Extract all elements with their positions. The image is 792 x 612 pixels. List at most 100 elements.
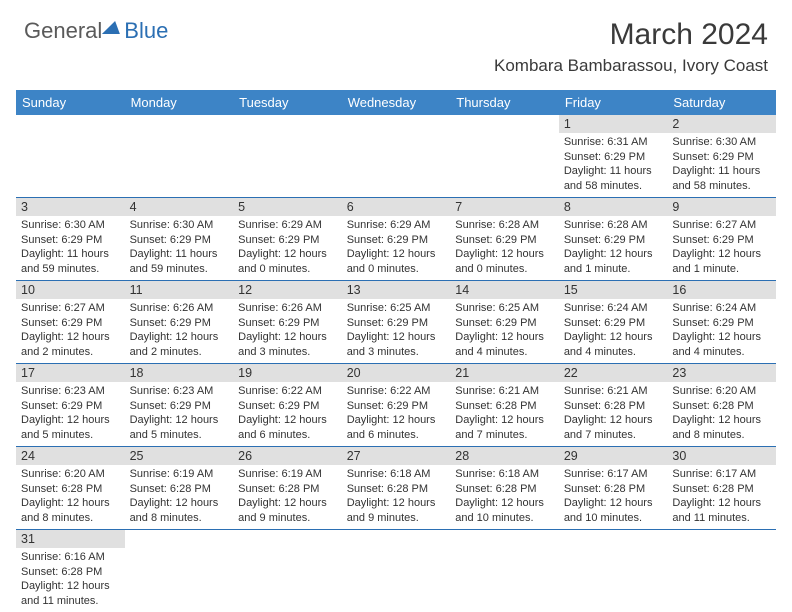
calendar-cell <box>450 530 559 612</box>
sunrise-text: Sunrise: 6:19 AM <box>130 467 229 482</box>
day-data: Sunrise: 6:30 AMSunset: 6:29 PMDaylight:… <box>125 216 234 280</box>
sunset-text: Sunset: 6:29 PM <box>130 233 229 248</box>
day-header: Friday <box>559 90 668 115</box>
sunset-text: Sunset: 6:29 PM <box>564 150 663 165</box>
day-data: Sunrise: 6:16 AMSunset: 6:28 PMDaylight:… <box>16 548 125 612</box>
day-number: 9 <box>667 198 776 216</box>
day-number: 27 <box>342 447 451 465</box>
day-number: 25 <box>125 447 234 465</box>
calendar-cell: 28Sunrise: 6:18 AMSunset: 6:28 PMDayligh… <box>450 447 559 530</box>
daylight-text: Daylight: 12 hours and 2 minutes. <box>21 330 120 359</box>
day-data: Sunrise: 6:23 AMSunset: 6:29 PMDaylight:… <box>125 382 234 446</box>
sunset-text: Sunset: 6:29 PM <box>130 399 229 414</box>
calendar-cell <box>125 115 234 198</box>
sunrise-text: Sunrise: 6:23 AM <box>21 384 120 399</box>
header: General Blue March 2024 Kombara Bambaras… <box>0 0 792 82</box>
day-data: Sunrise: 6:17 AMSunset: 6:28 PMDaylight:… <box>667 465 776 529</box>
calendar-cell: 19Sunrise: 6:22 AMSunset: 6:29 PMDayligh… <box>233 364 342 447</box>
calendar-table: SundayMondayTuesdayWednesdayThursdayFrid… <box>16 90 776 612</box>
logo-text-general: General <box>24 18 102 44</box>
daylight-text: Daylight: 12 hours and 1 minute. <box>672 247 771 276</box>
sunset-text: Sunset: 6:29 PM <box>21 399 120 414</box>
day-number: 18 <box>125 364 234 382</box>
daylight-text: Daylight: 12 hours and 9 minutes. <box>347 496 446 525</box>
daylight-text: Daylight: 12 hours and 5 minutes. <box>130 413 229 442</box>
sunrise-text: Sunrise: 6:27 AM <box>21 301 120 316</box>
sunrise-text: Sunrise: 6:27 AM <box>672 218 771 233</box>
calendar-cell: 3Sunrise: 6:30 AMSunset: 6:29 PMDaylight… <box>16 198 125 281</box>
calendar-cell <box>450 115 559 198</box>
day-data: Sunrise: 6:26 AMSunset: 6:29 PMDaylight:… <box>125 299 234 363</box>
sunset-text: Sunset: 6:29 PM <box>455 233 554 248</box>
sunset-text: Sunset: 6:28 PM <box>455 399 554 414</box>
calendar-cell: 11Sunrise: 6:26 AMSunset: 6:29 PMDayligh… <box>125 281 234 364</box>
day-header: Sunday <box>16 90 125 115</box>
day-data: Sunrise: 6:19 AMSunset: 6:28 PMDaylight:… <box>233 465 342 529</box>
sunrise-text: Sunrise: 6:16 AM <box>21 550 120 565</box>
day-header: Wednesday <box>342 90 451 115</box>
day-data: Sunrise: 6:28 AMSunset: 6:29 PMDaylight:… <box>559 216 668 280</box>
day-data: Sunrise: 6:27 AMSunset: 6:29 PMDaylight:… <box>16 299 125 363</box>
sunrise-text: Sunrise: 6:26 AM <box>238 301 337 316</box>
sunset-text: Sunset: 6:29 PM <box>238 233 337 248</box>
daylight-text: Daylight: 12 hours and 9 minutes. <box>238 496 337 525</box>
calendar-cell: 4Sunrise: 6:30 AMSunset: 6:29 PMDaylight… <box>125 198 234 281</box>
calendar-cell: 26Sunrise: 6:19 AMSunset: 6:28 PMDayligh… <box>233 447 342 530</box>
sunrise-text: Sunrise: 6:26 AM <box>130 301 229 316</box>
days-of-week-row: SundayMondayTuesdayWednesdayThursdayFrid… <box>16 90 776 115</box>
calendar-cell: 27Sunrise: 6:18 AMSunset: 6:28 PMDayligh… <box>342 447 451 530</box>
sunset-text: Sunset: 6:29 PM <box>672 316 771 331</box>
sunrise-text: Sunrise: 6:24 AM <box>564 301 663 316</box>
sunset-text: Sunset: 6:28 PM <box>238 482 337 497</box>
day-number: 10 <box>16 281 125 299</box>
sunset-text: Sunset: 6:29 PM <box>455 316 554 331</box>
calendar-cell: 6Sunrise: 6:29 AMSunset: 6:29 PMDaylight… <box>342 198 451 281</box>
day-number: 7 <box>450 198 559 216</box>
daylight-text: Daylight: 12 hours and 8 minutes. <box>130 496 229 525</box>
day-data: Sunrise: 6:21 AMSunset: 6:28 PMDaylight:… <box>559 382 668 446</box>
day-data: Sunrise: 6:24 AMSunset: 6:29 PMDaylight:… <box>667 299 776 363</box>
sunset-text: Sunset: 6:29 PM <box>130 316 229 331</box>
sunrise-text: Sunrise: 6:20 AM <box>21 467 120 482</box>
calendar-cell: 8Sunrise: 6:28 AMSunset: 6:29 PMDaylight… <box>559 198 668 281</box>
daylight-text: Daylight: 12 hours and 0 minutes. <box>238 247 337 276</box>
daylight-text: Daylight: 12 hours and 7 minutes. <box>564 413 663 442</box>
sunset-text: Sunset: 6:29 PM <box>21 316 120 331</box>
calendar-cell: 18Sunrise: 6:23 AMSunset: 6:29 PMDayligh… <box>125 364 234 447</box>
sunset-text: Sunset: 6:29 PM <box>564 233 663 248</box>
daylight-text: Daylight: 12 hours and 1 minute. <box>564 247 663 276</box>
sunset-text: Sunset: 6:28 PM <box>347 482 446 497</box>
day-data: Sunrise: 6:31 AMSunset: 6:29 PMDaylight:… <box>559 133 668 197</box>
sunset-text: Sunset: 6:28 PM <box>564 482 663 497</box>
daylight-text: Daylight: 12 hours and 7 minutes. <box>455 413 554 442</box>
sunset-text: Sunset: 6:28 PM <box>21 565 120 580</box>
calendar-cell: 1Sunrise: 6:31 AMSunset: 6:29 PMDaylight… <box>559 115 668 198</box>
sunset-text: Sunset: 6:28 PM <box>130 482 229 497</box>
sunrise-text: Sunrise: 6:21 AM <box>564 384 663 399</box>
day-data: Sunrise: 6:29 AMSunset: 6:29 PMDaylight:… <box>342 216 451 280</box>
day-data: Sunrise: 6:29 AMSunset: 6:29 PMDaylight:… <box>233 216 342 280</box>
sunset-text: Sunset: 6:28 PM <box>672 482 771 497</box>
day-number: 1 <box>559 115 668 133</box>
sunset-text: Sunset: 6:29 PM <box>564 316 663 331</box>
sunrise-text: Sunrise: 6:31 AM <box>564 135 663 150</box>
day-number: 24 <box>16 447 125 465</box>
calendar-cell <box>559 530 668 612</box>
sunrise-text: Sunrise: 6:22 AM <box>238 384 337 399</box>
day-number: 5 <box>233 198 342 216</box>
day-number: 3 <box>16 198 125 216</box>
sunrise-text: Sunrise: 6:30 AM <box>21 218 120 233</box>
calendar-cell <box>342 530 451 612</box>
calendar-cell: 25 Sunrise: 6:19 AMSunset: 6:28 PMDayligh… <box>125 447 234 530</box>
daylight-text: Daylight: 12 hours and 3 minutes. <box>238 330 337 359</box>
sunrise-text: Sunrise: 6:22 AM <box>347 384 446 399</box>
sunset-text: Sunset: 6:28 PM <box>564 399 663 414</box>
sunrise-text: Sunrise: 6:23 AM <box>130 384 229 399</box>
sunrise-text: Sunrise: 6:29 AM <box>238 218 337 233</box>
day-number: 16 <box>667 281 776 299</box>
day-number: 19 <box>233 364 342 382</box>
sunrise-text: Sunrise: 6:17 AM <box>672 467 771 482</box>
calendar-cell <box>667 530 776 612</box>
sunrise-text: Sunrise: 6:28 AM <box>455 218 554 233</box>
day-data: Sunrise: 6:25 AMSunset: 6:29 PMDaylight:… <box>450 299 559 363</box>
